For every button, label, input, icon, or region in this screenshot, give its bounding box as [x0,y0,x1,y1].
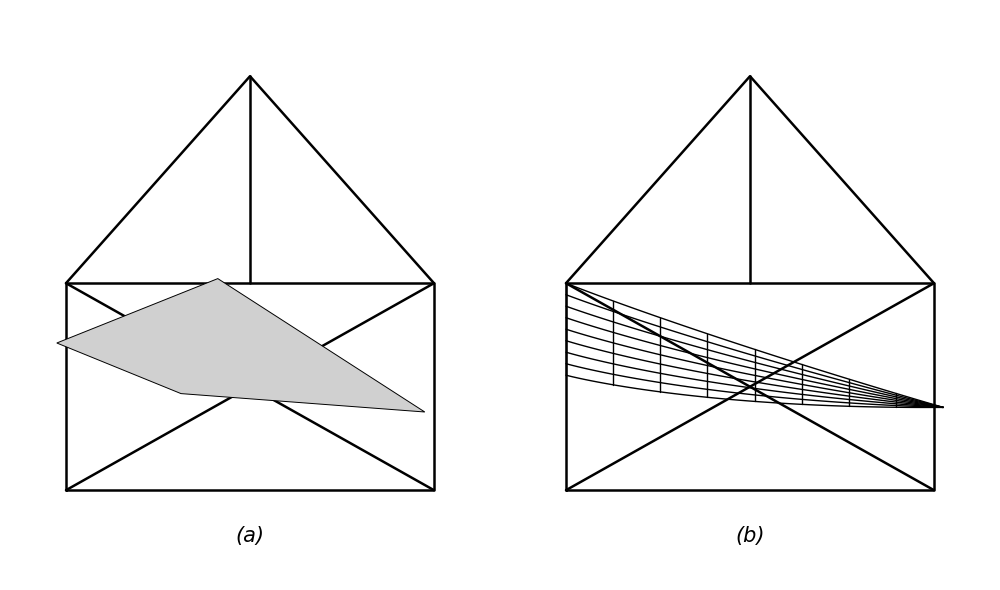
Text: (b): (b) [735,526,765,546]
Text: (a): (a) [236,526,264,546]
Polygon shape [57,278,425,412]
